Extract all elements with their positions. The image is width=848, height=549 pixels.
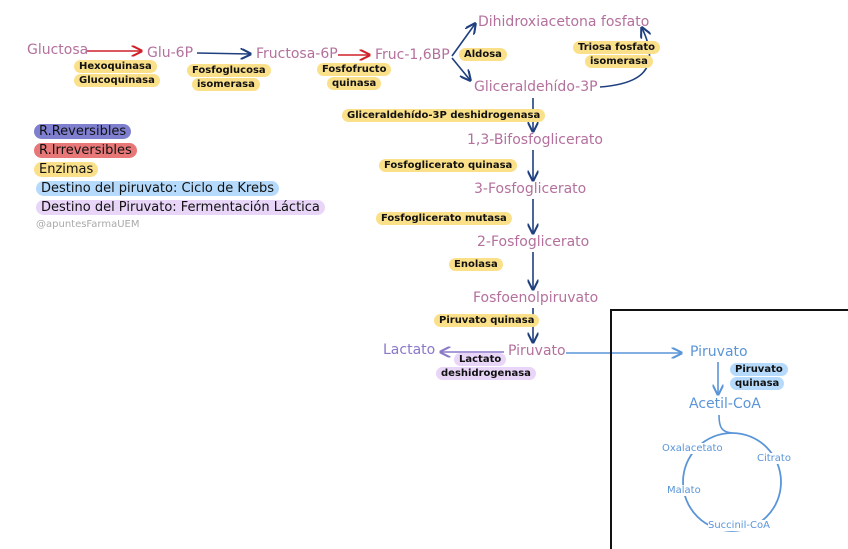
metabolite-piruvato: Piruvato	[508, 343, 566, 359]
enzyme-ldh: Lactato	[454, 353, 507, 366]
krebs-piruvato: Piruvato	[690, 344, 748, 360]
metabolite-2pg: 2-Fosfoglicerato	[477, 234, 590, 250]
enzyme-g3pdh: Gliceraldehído-3P deshidrogenasa	[342, 109, 546, 122]
enzyme-pfk: Fosfofructo	[317, 63, 392, 76]
enzyme-fosfoglucosa-2: isomerasa	[192, 78, 260, 91]
krebs-malato: Malato	[667, 485, 701, 496]
metabolite-g3p: Gliceraldehído-3P	[474, 79, 598, 95]
metabolite-3pg: 3-Fosfoglicerato	[474, 181, 587, 197]
arrow-tpi	[599, 28, 650, 88]
metabolite-lactato: Lactato	[383, 342, 436, 358]
legend-krebs: Destino del piruvato: Ciclo de Krebs	[36, 181, 280, 196]
enzyme-fosfoglucosa: Fosfoglucosa	[187, 64, 271, 77]
krebs-oxalacetato: Oxalacetato	[662, 443, 723, 454]
arrow-aldosa-dhap	[451, 24, 475, 57]
enzyme-hexoquinasa: Hexoquinasa	[74, 60, 157, 73]
metabolite-glucosa: Gluctosa	[27, 42, 89, 58]
legend-reversibles: R.Reversibles	[34, 124, 132, 139]
enzyme-pk: Piruvato quinasa	[434, 314, 540, 327]
krebs-cycle	[682, 432, 782, 532]
metabolite-pep: Fosfoenolpiruvato	[473, 290, 599, 306]
enzyme-pgm: Fosfoglicerato mutasa	[376, 212, 512, 225]
krebs-succinilcoa: Succinil-CoA	[708, 520, 770, 531]
krebs-citrato: Citrato	[757, 453, 791, 464]
metabolite-dhap: Dihidroxiacetona fosfato	[478, 14, 650, 30]
enzyme-ldh-2: deshidrogenasa	[436, 367, 536, 380]
krebs-acetilcoa: Acetil-CoA	[689, 396, 761, 412]
metabolite-fructosa6p: Fructosa-6P	[256, 46, 338, 62]
acetilcoa-link	[718, 414, 733, 434]
krebs-enzyme-2: quinasa	[730, 377, 785, 390]
enzyme-pgk: Fosfoglicerato quinasa	[379, 159, 518, 172]
metabolite-13bpg: 1,3-Bifosfoglicerato	[467, 132, 603, 148]
enzyme-aldosa: Aldosa	[459, 48, 507, 61]
legend-fermentacion: Destino del Piruvato: Fermentación Lácti…	[36, 200, 325, 215]
enzyme-glucoquinasa: Glucoquinasa	[74, 74, 160, 87]
legend-irreversibles: R.Irreversibles	[34, 143, 137, 158]
krebs-enzyme: Piruvato	[730, 363, 788, 376]
arrow-fosfoglucosa	[196, 53, 250, 54]
arrow-aldosa-g3p	[451, 57, 470, 80]
metabolite-fruc16bp: Fruc-1,6BP	[375, 47, 450, 63]
metabolite-glu6p: Glu-6P	[147, 45, 194, 61]
enzyme-enolasa: Enolasa	[449, 258, 503, 271]
legend-enzimas: Enzimas	[34, 162, 99, 177]
enzyme-tpi: Triosa fosfato	[573, 41, 661, 54]
krebs-box	[610, 309, 848, 549]
enzyme-pfk-2: quinasa	[327, 77, 382, 90]
watermark: @apuntesFarmaUEM	[36, 219, 140, 230]
enzyme-tpi-2: isomerasa	[585, 55, 653, 68]
